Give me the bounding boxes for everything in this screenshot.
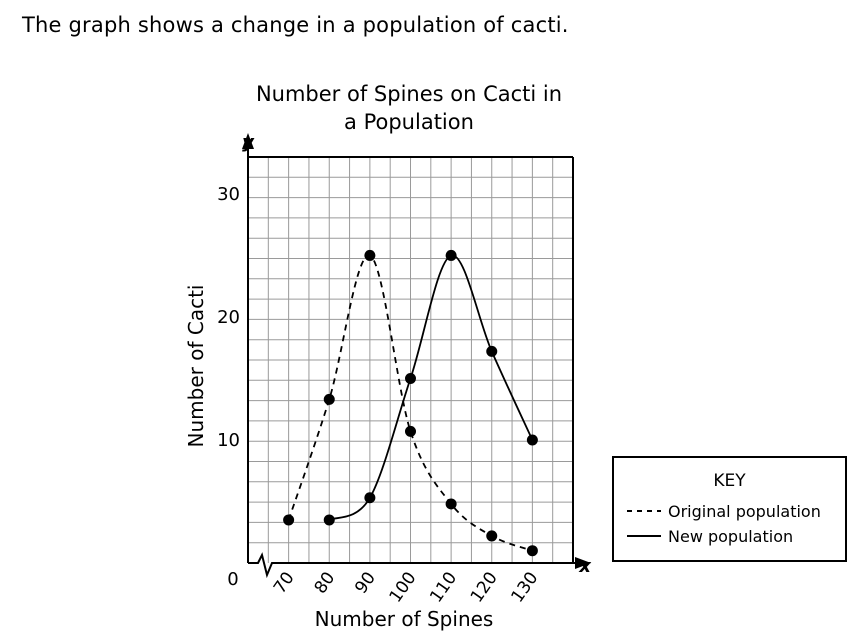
question-prompt: The graph shows a change in a population… (22, 13, 569, 37)
x-tick-label: 80 (311, 568, 340, 597)
y-tick-label: 10 (217, 430, 240, 451)
axis-break-symbol (248, 552, 278, 579)
x-tick-label: 130 (507, 568, 542, 606)
data-point-new (486, 345, 498, 357)
x-tick-label: 110 (426, 568, 461, 606)
x-tick-label: 90 (351, 568, 380, 597)
data-point-original (323, 393, 335, 405)
y-tick-label: 20 (217, 307, 240, 328)
chart-title-line2: a Population (344, 110, 474, 134)
data-point-original (283, 514, 295, 526)
legend-label-original: Original population (668, 502, 821, 521)
data-point-new (364, 492, 376, 504)
data-point-new (526, 434, 538, 446)
data-points (283, 249, 538, 557)
data-point-original (526, 545, 538, 557)
data-point-new (405, 372, 416, 384)
origin-label: 0 (227, 569, 238, 590)
axes (242, 133, 591, 579)
y-tick-label: 30 (217, 184, 240, 205)
data-point-new (323, 514, 335, 526)
data-point-original (445, 498, 457, 510)
legend-label-new: New population (668, 527, 794, 546)
legend-title: KEY (713, 471, 746, 491)
x-axis-arrow (575, 557, 591, 569)
x-tick-label: 100 (386, 568, 421, 606)
x-axis-title: Number of Spines (315, 607, 494, 631)
y-axis-letter: y (242, 132, 255, 153)
x-tick-label: 120 (467, 568, 502, 606)
chart-title-line1: Number of Spines on Cacti in (256, 82, 562, 106)
data-point-original (364, 249, 376, 261)
data-point-original (486, 530, 498, 542)
x-axis-letter: x (578, 556, 592, 577)
x-tick-label: 70 (270, 568, 299, 597)
grid-lines (248, 157, 573, 563)
solid-line-swatch (627, 535, 661, 537)
data-point-new (445, 249, 457, 261)
y-axis-title: Number of Cacti (184, 285, 208, 448)
dashed-line-swatch (627, 510, 661, 512)
data-point-original (405, 425, 416, 437)
y-axis-arrow (242, 133, 254, 149)
legend: KEY Original population New population (612, 456, 847, 562)
